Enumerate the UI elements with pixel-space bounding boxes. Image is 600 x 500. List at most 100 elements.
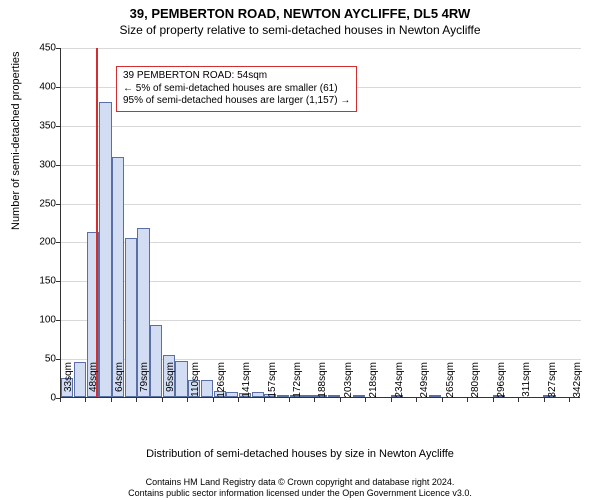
y-tick-label: 0	[26, 393, 56, 404]
bar-slot	[530, 47, 543, 397]
chart-inner: 39 PEMBERTON ROAD: 54sqm← 5% of semi-det…	[60, 48, 580, 398]
x-tick-mark	[238, 398, 239, 402]
histogram-chart: 39 PEMBERTON ROAD: 54sqm← 5% of semi-det…	[60, 48, 580, 418]
histogram-bar	[150, 325, 162, 397]
x-tick-label: 141sqm	[241, 362, 252, 402]
x-tick-mark	[493, 398, 494, 402]
histogram-bar	[99, 102, 111, 397]
bar-slot	[442, 47, 455, 397]
x-tick-mark	[60, 398, 61, 402]
bar-slot	[518, 47, 531, 397]
x-tick-label: 188sqm	[317, 362, 328, 402]
x-tick-mark	[264, 398, 265, 402]
y-tick-mark	[56, 87, 60, 88]
histogram-bar	[328, 395, 340, 397]
x-tick-label: 249sqm	[419, 362, 430, 402]
x-tick-label: 64sqm	[114, 362, 125, 402]
y-tick-mark	[56, 165, 60, 166]
x-tick-mark	[518, 398, 519, 402]
x-tick-mark	[213, 398, 214, 402]
y-tick-mark	[56, 242, 60, 243]
x-tick-mark	[544, 398, 545, 402]
x-tick-label: 342sqm	[572, 362, 583, 402]
x-tick-mark	[416, 398, 417, 402]
x-tick-label: 265sqm	[445, 362, 456, 402]
histogram-bar	[125, 238, 137, 397]
histogram-bar	[201, 380, 213, 397]
y-tick-mark	[56, 320, 60, 321]
x-tick-label: 95sqm	[165, 362, 176, 402]
y-tick-mark	[56, 204, 60, 205]
x-tick-label: 48sqm	[88, 362, 99, 402]
bar-slot	[378, 47, 391, 397]
bar-slot	[74, 47, 87, 397]
histogram-bar	[74, 362, 86, 397]
y-tick-label: 400	[26, 81, 56, 92]
annotation-line: 95% of semi-detached houses are larger (…	[123, 95, 350, 108]
x-tick-label: 218sqm	[368, 362, 379, 402]
histogram-bar	[429, 395, 441, 397]
x-tick-mark	[314, 398, 315, 402]
highlight-line	[96, 48, 98, 397]
histogram-bar	[302, 395, 314, 397]
x-tick-mark	[467, 398, 468, 402]
histogram-bar	[277, 395, 289, 397]
page-subtitle: Size of property relative to semi-detach…	[0, 21, 600, 37]
y-tick-mark	[56, 126, 60, 127]
bar-slot	[404, 47, 417, 397]
y-tick-label: 300	[26, 159, 56, 170]
y-tick-label: 450	[26, 43, 56, 54]
bar-slot	[99, 47, 112, 397]
x-tick-label: 110sqm	[190, 362, 201, 402]
footer-attribution: Contains HM Land Registry data © Crown c…	[0, 477, 600, 498]
annotation-line: 39 PEMBERTON ROAD: 54sqm	[123, 70, 350, 83]
x-axis-title: Distribution of semi-detached houses by …	[0, 448, 600, 460]
x-tick-mark	[391, 398, 392, 402]
x-tick-label: 33sqm	[63, 362, 74, 402]
x-tick-label: 311sqm	[521, 362, 532, 402]
y-tick-label: 150	[26, 276, 56, 287]
y-tick-label: 200	[26, 237, 56, 248]
y-tick-label: 100	[26, 315, 56, 326]
bar-slot	[391, 47, 404, 397]
bar-slot	[366, 47, 379, 397]
y-tick-mark	[56, 359, 60, 360]
x-tick-mark	[289, 398, 290, 402]
y-tick-label: 250	[26, 198, 56, 209]
footer-line2: Contains public sector information licen…	[0, 488, 600, 498]
histogram-bar	[175, 361, 187, 397]
x-tick-label: 157sqm	[267, 362, 278, 402]
x-tick-label: 234sqm	[394, 362, 405, 402]
bar-slot	[416, 47, 429, 397]
x-tick-mark	[162, 398, 163, 402]
x-tick-mark	[365, 398, 366, 402]
x-tick-label: 296sqm	[496, 362, 507, 402]
histogram-bar	[353, 395, 365, 397]
y-tick-label: 350	[26, 120, 56, 131]
x-tick-mark	[569, 398, 570, 402]
bar-slot	[569, 47, 582, 397]
histogram-bar	[252, 392, 264, 397]
x-tick-mark	[442, 398, 443, 402]
x-tick-mark	[85, 398, 86, 402]
y-tick-mark	[56, 48, 60, 49]
y-axis-title: Number of semi-detached properties	[10, 51, 22, 230]
bar-slot	[543, 47, 556, 397]
x-tick-label: 126sqm	[216, 362, 227, 402]
bar-slot	[429, 47, 442, 397]
footer-line1: Contains HM Land Registry data © Crown c…	[0, 477, 600, 487]
bar-slot	[492, 47, 505, 397]
annotation-box: 39 PEMBERTON ROAD: 54sqm← 5% of semi-det…	[116, 66, 357, 112]
bar-slot	[556, 47, 569, 397]
x-tick-mark	[136, 398, 137, 402]
y-tick-label: 50	[26, 354, 56, 365]
x-tick-mark	[187, 398, 188, 402]
x-tick-label: 172sqm	[292, 362, 303, 402]
bar-slot	[454, 47, 467, 397]
bar-slot	[480, 47, 493, 397]
bar-slot	[505, 47, 518, 397]
x-tick-label: 203sqm	[343, 362, 354, 402]
bar-slot	[467, 47, 480, 397]
histogram-bar	[226, 392, 238, 397]
y-tick-mark	[56, 281, 60, 282]
